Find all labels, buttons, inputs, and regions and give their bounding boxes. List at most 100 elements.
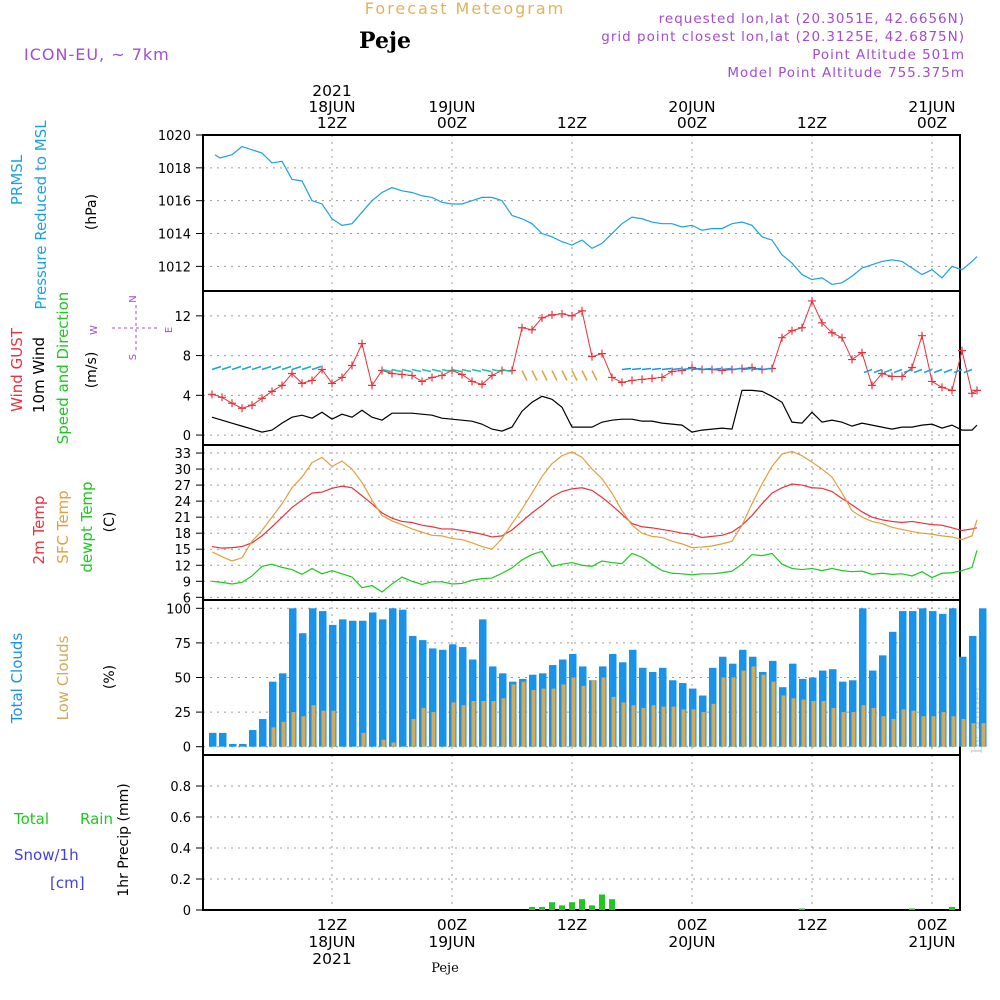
gust-marker [898, 372, 906, 381]
gust-marker [788, 326, 796, 335]
bar-low-clouds [591, 680, 596, 747]
gust-marker [318, 365, 326, 374]
footer-location: Peje [431, 961, 459, 976]
model-point-altitude: Model Point Altitude 755.375m [727, 65, 965, 81]
wind-direction-arrow [541, 370, 548, 381]
top-time-label: 12Z [557, 114, 587, 132]
wind-direction-arrow [381, 368, 392, 373]
gust-marker [688, 363, 696, 372]
gust-marker [828, 328, 836, 337]
bar-total-clouds [409, 635, 417, 747]
wind-direction-arrow [481, 368, 492, 373]
bar-rain [909, 908, 915, 910]
bottom-time-label: 21JUN [908, 933, 955, 951]
gust-marker [548, 310, 556, 319]
bar-low-clouds [431, 712, 436, 747]
bar-total-clouds [269, 681, 277, 747]
gust-marker [388, 369, 396, 378]
label-rain: Rain [80, 810, 113, 828]
bar-total-clouds [949, 608, 957, 747]
bar-low-clouds [971, 723, 976, 747]
wind-direction-arrow [681, 367, 692, 371]
panels: 1012101410161018102004812691215182124273… [158, 129, 987, 919]
gust-marker [678, 366, 686, 375]
bar-low-clouds [731, 677, 736, 747]
bar-low-clouds [941, 712, 946, 747]
gust-marker [748, 363, 756, 372]
wind-direction-arrow [661, 367, 672, 371]
gust-marker [468, 377, 476, 386]
bar-total-clouds [299, 633, 307, 747]
wind-direction-arrow [401, 368, 412, 373]
bar-low-clouds [411, 719, 416, 747]
gust-marker [308, 376, 316, 385]
bar-total-clouds [859, 608, 867, 747]
bar-low-clouds [961, 719, 966, 747]
y-tick-label: 1016 [158, 195, 191, 210]
wind-direction-arrow [521, 370, 528, 381]
bar-low-clouds [851, 712, 856, 747]
bar-total-clouds [919, 608, 927, 747]
gust-marker [648, 374, 656, 383]
label-total: Total [13, 810, 49, 828]
bar-low-clouds [271, 727, 276, 747]
bar-low-clouds [511, 684, 516, 747]
bar-rain [549, 902, 555, 910]
bar-total-clouds [889, 631, 897, 747]
wind-direction-arrow [271, 365, 282, 371]
wind-direction-arrow [311, 365, 322, 371]
y-axis-label-pressure: (hPa) [84, 194, 100, 230]
bar-total-clouds [359, 620, 367, 747]
bottom-time-label: 19JUN [428, 933, 475, 951]
bar-low-clouds [741, 670, 746, 747]
bar-low-clouds [611, 696, 616, 747]
bar-low-clouds [471, 701, 476, 747]
series-line-dewpt-temp [211, 550, 978, 593]
gust-marker [628, 376, 636, 385]
panel-frame [202, 134, 961, 292]
y-axis-label-wind: (m/s) [84, 352, 100, 389]
bar-total-clouds [429, 648, 437, 747]
bar-rain [589, 905, 595, 910]
panel-pressure: 1012 1014 1016 1018 1020 [158, 129, 978, 292]
bar-total-clouds [639, 667, 647, 747]
wind-direction-arrow [883, 368, 893, 374]
bar-low-clouds [831, 707, 836, 747]
wind-direction-arrow [691, 367, 702, 371]
bar-low-clouds [601, 677, 606, 747]
bottom-time-label: 12Z [797, 916, 827, 934]
y-tick-label: 9 [183, 575, 191, 590]
wind-direction-arrow [451, 368, 462, 373]
gust-marker [968, 389, 976, 398]
bar-total-clouds [979, 608, 987, 747]
y-tick-label: 0 [183, 741, 191, 756]
gust-marker [268, 387, 276, 396]
gust-marker [868, 381, 876, 390]
compass-rose: N S E W [89, 295, 175, 360]
wind-direction-arrow [631, 367, 642, 371]
bar-low-clouds [301, 716, 306, 747]
bar-low-clouds [531, 689, 536, 747]
y-tick-label: 24 [174, 495, 191, 510]
bar-total-clouds [209, 732, 217, 747]
y-tick-label: 15 [174, 543, 191, 558]
compass-s: S [128, 354, 139, 360]
bar-low-clouds [841, 712, 846, 747]
bottom-time-label: 18JUN [308, 933, 355, 951]
wind-direction-arrow [251, 365, 262, 371]
wind-direction-arrow [953, 368, 963, 374]
gust-marker [888, 372, 896, 381]
series-line-sfc-temp [211, 450, 978, 562]
bar-total-clouds [399, 609, 407, 747]
wind-direction-arrow [933, 368, 943, 374]
bar-low-clouds [901, 709, 906, 747]
bar-low-clouds [671, 706, 676, 747]
gust-marker [288, 369, 296, 378]
y-tick-label: 12 [174, 559, 191, 574]
wind-direction-arrow [571, 370, 578, 381]
bar-total-clouds [929, 611, 937, 747]
wind-direction-arrow [501, 368, 512, 373]
bar-total-clouds [939, 613, 947, 747]
